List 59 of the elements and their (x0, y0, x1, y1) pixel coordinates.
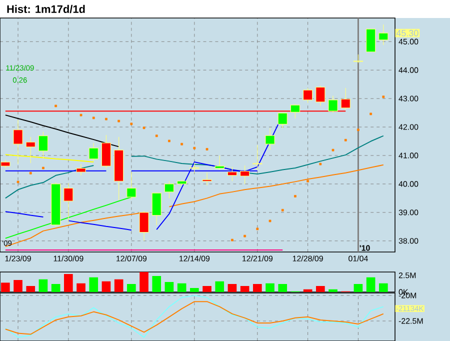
bar (177, 283, 186, 292)
candlestick (265, 128, 275, 150)
bar (328, 289, 338, 292)
bar (1, 282, 10, 292)
bar (190, 288, 199, 292)
candlestick (366, 28, 376, 52)
candlestick (340, 88, 350, 110)
bar (114, 279, 124, 292)
bar (76, 283, 86, 292)
candlestick (88, 142, 98, 162)
bar (316, 286, 325, 292)
bar (278, 284, 288, 292)
candlestick (278, 112, 288, 128)
candlestick (290, 104, 300, 119)
bar (152, 276, 162, 292)
bar (38, 279, 48, 292)
bar (253, 284, 262, 292)
bar (140, 272, 148, 292)
candlestick (164, 180, 174, 198)
bar (164, 282, 174, 292)
bar (26, 286, 36, 292)
candlestick (26, 136, 36, 164)
candlestick (76, 164, 86, 176)
bar (354, 284, 363, 292)
bar (102, 281, 111, 292)
bar (240, 286, 250, 292)
candlestick (139, 210, 149, 242)
line-series (4, 301, 384, 335)
candlestick (240, 165, 250, 184)
bar (366, 277, 376, 292)
candlestick (227, 166, 238, 182)
bar (127, 284, 136, 292)
bar (64, 274, 73, 292)
candlestick (328, 95, 338, 114)
candlestick (38, 132, 48, 159)
bar (89, 277, 98, 292)
bar (14, 280, 22, 292)
candlestick (378, 24, 388, 46)
candlestick (13, 120, 23, 164)
bar (266, 283, 274, 292)
candlestick (152, 192, 162, 226)
candlestick (316, 85, 326, 106)
bar (51, 284, 60, 292)
bar (303, 289, 312, 292)
line-series (4, 294, 384, 338)
candlestick (214, 155, 224, 170)
annotation: 45.30 (396, 30, 418, 36)
candlestick (64, 182, 74, 223)
chart-title: Hist: 1m17d/1d (7, 4, 85, 14)
candlestick (101, 134, 112, 169)
bar (228, 284, 237, 292)
bar (379, 283, 388, 292)
candlestick (190, 162, 200, 173)
candlestick (252, 144, 262, 170)
line-series (4, 154, 94, 163)
candlestick (302, 88, 313, 104)
bar (202, 286, 212, 292)
bar (215, 281, 224, 292)
candlestick (202, 172, 212, 186)
